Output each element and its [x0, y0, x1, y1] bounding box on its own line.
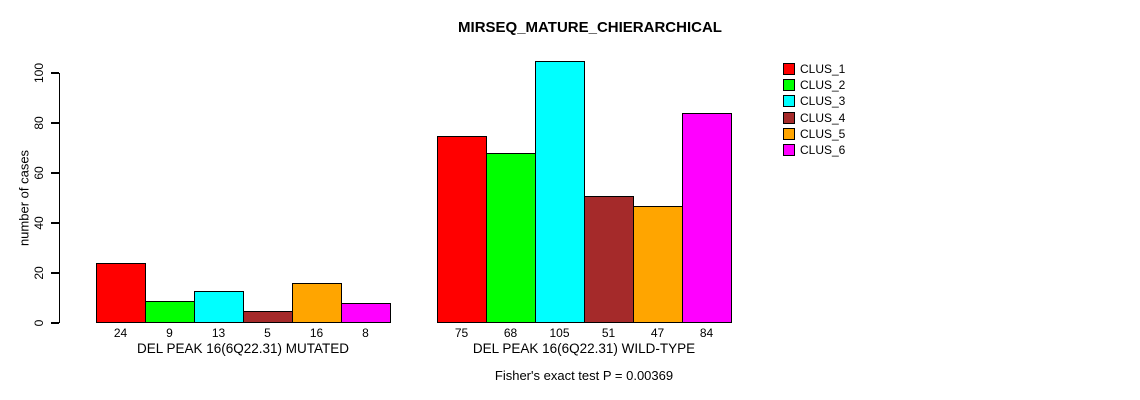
- chart-title: MIRSEQ_MATURE_CHIERARCHICAL: [458, 19, 722, 36]
- y-tick: [50, 72, 59, 74]
- legend-label: CLUS_2: [800, 78, 846, 93]
- bar-value-label: 75: [454, 326, 469, 340]
- y-tick: [50, 122, 59, 124]
- legend-label: CLUS_6: [800, 143, 846, 157]
- y-tick: [50, 222, 59, 224]
- legend-label: CLUS_3: [800, 94, 846, 109]
- group-label: DEL PEAK 16(6Q22.31) WILD-TYPE: [472, 341, 696, 356]
- y-tick: [50, 322, 59, 324]
- legend-label: CLUS_1: [800, 62, 846, 76]
- bar: [341, 303, 391, 323]
- legend-swatch: [783, 144, 795, 156]
- legend-swatch: [783, 63, 795, 75]
- bar: [437, 135, 487, 323]
- legend-swatch: [783, 95, 795, 108]
- bar: [584, 195, 634, 323]
- annotation-text: Fisher's exact test P = 0.00369: [494, 368, 674, 383]
- bar-value-label: 84: [699, 326, 714, 340]
- bar-value-label: 5: [264, 326, 271, 340]
- legend-label: CLUS_4: [800, 110, 846, 125]
- bar-value-label: 16: [309, 326, 324, 340]
- y-tick: [50, 172, 59, 174]
- bar-value-label: 13: [211, 326, 226, 340]
- bar-value-label: 47: [650, 326, 665, 340]
- bar-value-label: 24: [113, 326, 128, 340]
- bar-value-label: 105: [549, 326, 570, 340]
- legend-swatch: [783, 79, 795, 92]
- bar-value-label: 8: [362, 326, 369, 340]
- bar: [535, 60, 585, 323]
- y-tick: [50, 272, 59, 274]
- legend-swatch: [783, 127, 795, 140]
- group-label: DEL PEAK 16(6Q22.31) MUTATED: [136, 341, 350, 356]
- bar-value-label: 68: [503, 326, 518, 340]
- bar: [96, 263, 146, 323]
- legend-label: CLUS_5: [800, 126, 846, 141]
- y-axis-line: [58, 73, 60, 323]
- legend-swatch: [783, 111, 795, 124]
- bar: [194, 290, 244, 323]
- bar-value-label: 9: [166, 326, 173, 340]
- bar-value-label: 51: [601, 326, 616, 340]
- bar: [682, 113, 732, 323]
